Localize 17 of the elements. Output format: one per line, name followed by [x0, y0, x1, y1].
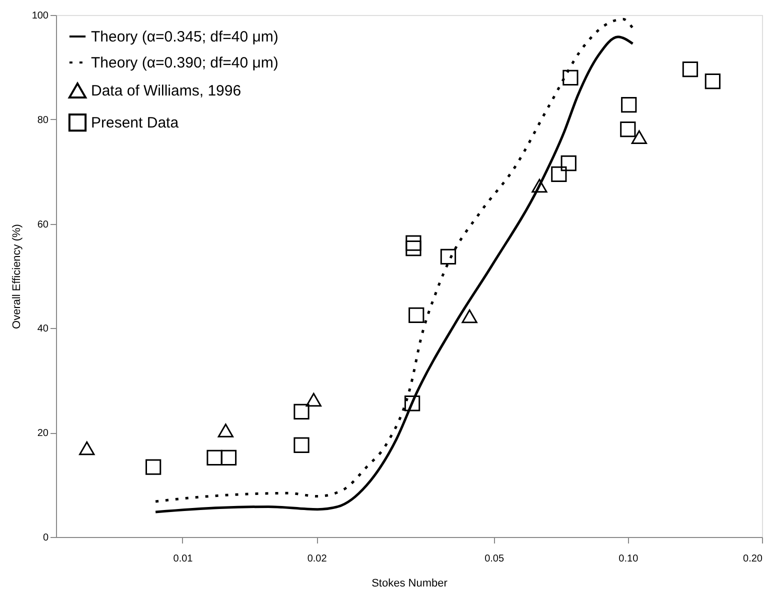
legend-label: Data of Williams, 1996 — [91, 82, 242, 100]
legend-label: Theory (α=0.345; df=40 μm) — [91, 28, 278, 46]
y-tick-label: 20 — [37, 428, 49, 440]
x-tick-label: 0.05 — [484, 554, 504, 564]
x-tick-label: 0.02 — [307, 554, 328, 564]
y-tick-label: 100 — [32, 10, 49, 22]
y-tick-label: 40 — [37, 324, 49, 335]
legend-label: Present Data — [91, 114, 180, 132]
legend-label: Theory (α=0.390; df=40 μm) — [91, 54, 278, 72]
x-axis-title: Stokes Number — [372, 578, 448, 590]
y-axis-title: Overall Efficiency (%) — [10, 224, 23, 329]
x-tick-label: 0.01 — [173, 554, 194, 564]
y-tick-label: 80 — [37, 114, 49, 126]
y-tick-label: 60 — [37, 219, 49, 230]
x-tick-label: 0.20 — [743, 554, 763, 564]
y-tick-label: 0 — [42, 532, 49, 544]
x-tick-label: 0.10 — [618, 554, 639, 564]
